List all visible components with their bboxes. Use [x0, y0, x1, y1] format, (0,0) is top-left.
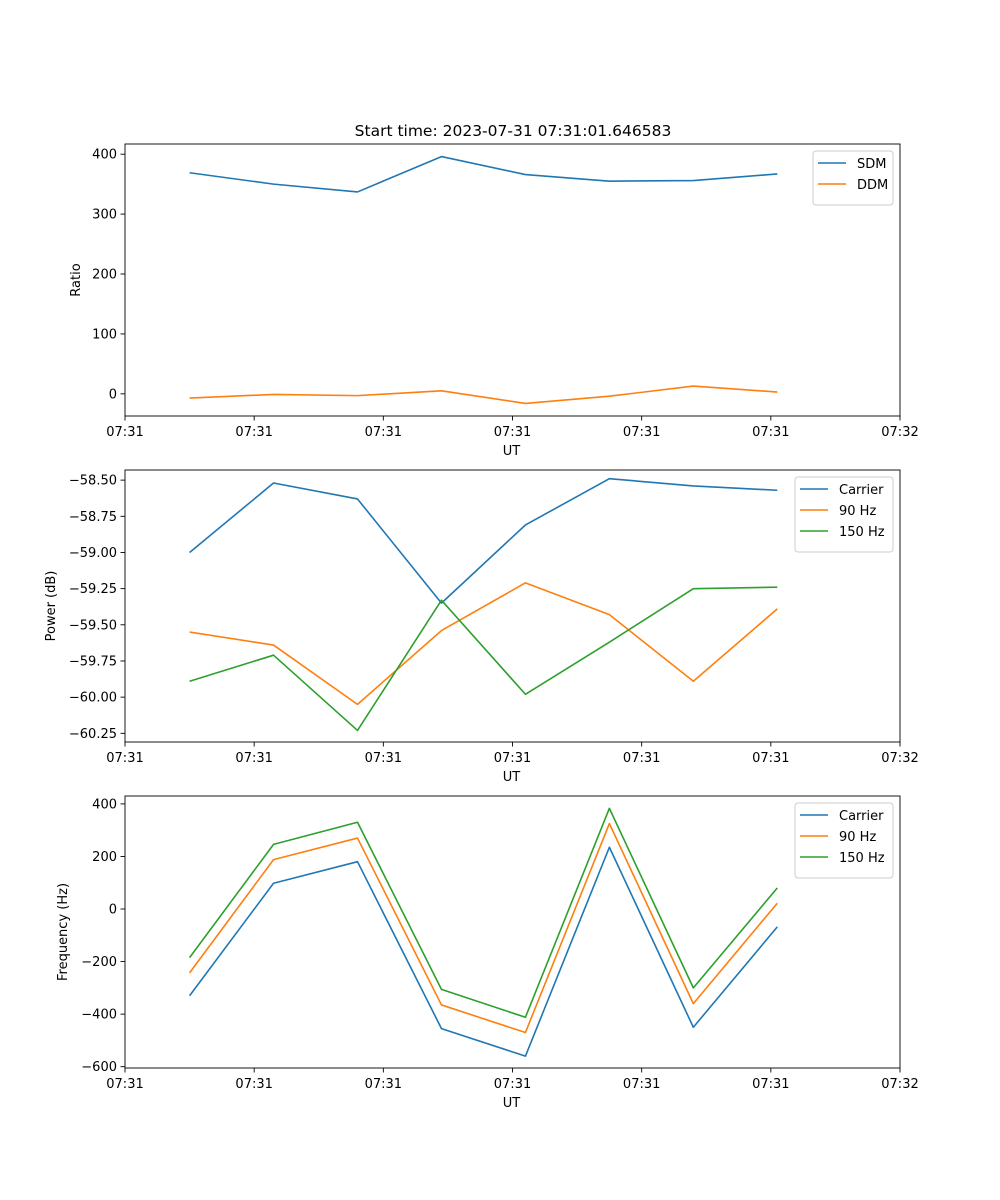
- power-x-tick-label: 07:31: [235, 751, 272, 766]
- ratio-x-tick-label: 07:31: [752, 425, 789, 440]
- chart-title: Start time: 2023-07-31 07:31:01.646583: [355, 122, 672, 140]
- ratio-legend: SDM DDM: [812, 150, 894, 206]
- power-y-axis-label: Power (dB): [44, 571, 59, 642]
- frequency-panel: 07:31 07:31 07:31 07:31 07:31 07:31 07:32 400 20…: [56, 795, 919, 1111]
- frequency-x-tick-label: 07:32: [881, 1077, 918, 1092]
- ratio-x-tick-label: 07:31: [365, 425, 402, 440]
- power-y-tick-label: −60.25: [69, 727, 117, 742]
- frequency-x-tick-label: 07:31: [365, 1077, 402, 1092]
- ratio-series-ddm-line: [189, 385, 778, 405]
- power-y-tick-label: −59.50: [69, 618, 117, 633]
- frequency-x-tick-label: 07:31: [752, 1077, 789, 1092]
- power-y-tick-label: −58.50: [69, 474, 117, 489]
- frequency-legend: Carrier 90 Hz 150 Hz: [794, 802, 894, 879]
- frequency-y-tick-label: −400: [81, 1008, 117, 1023]
- ratio-panel: 07:31 07:31 07:31 07:31 07:31 07:31 07:32 0 100 2…: [69, 143, 919, 459]
- ratio-y-axis-label: Ratio: [69, 263, 84, 296]
- ratio-series-sdm-line: [189, 155, 778, 193]
- power-series-150-hz-line: [189, 586, 778, 732]
- ratio-y-tick-label: 200: [92, 268, 117, 283]
- ratio-legend-box: [812, 150, 894, 206]
- frequency-y-axis-label: Frequency (Hz): [56, 883, 71, 981]
- frequency-legend-box: [794, 802, 894, 879]
- frequency-legend-label-150-hz: 150 Hz: [839, 851, 885, 866]
- ratio-y-tick-label: 0: [109, 387, 117, 402]
- frequency-x-tick-label: 07:31: [235, 1077, 272, 1092]
- power-x-tick-label: 07:31: [106, 751, 143, 766]
- power-legend: Carrier 90 Hz 150 Hz: [794, 476, 894, 553]
- frequency-x-tick-label: 07:31: [494, 1077, 531, 1092]
- frequency-y-tick-label: 400: [92, 797, 117, 812]
- panels: 07:31 07:31 07:31 07:31 07:31 07:31 07:32 0 100 2…: [44, 143, 919, 1111]
- ratio-x-tick-label: 07:32: [881, 425, 918, 440]
- power-legend-label-150-hz: 150 Hz: [839, 525, 885, 540]
- ratio-legend-label-sdm: SDM: [857, 157, 886, 172]
- ratio-y-tick-label: 300: [92, 208, 117, 223]
- power-x-tick-label: 07:31: [365, 751, 402, 766]
- frequency-x-tick-label: 07:31: [106, 1077, 143, 1092]
- frequency-y-tick-label: −600: [81, 1060, 117, 1075]
- power-series-carrier-line: [189, 477, 778, 604]
- power-x-tick-label: 07:32: [881, 751, 918, 766]
- power-legend-box: [794, 476, 894, 553]
- frequency-y-tick-label: 0: [109, 903, 117, 918]
- power-x-axis-label: UT: [503, 770, 521, 785]
- ratio-legend-label-ddm: DDM: [857, 178, 888, 193]
- ratio-y-tick-label: 100: [92, 327, 117, 342]
- power-panel: 07:31 07:31 07:31 07:31 07:31 07:31 07:32 −58.5…: [44, 469, 919, 785]
- ratio-x-tick-label: 07:31: [623, 425, 660, 440]
- frequency-legend-label-90-hz: 90 Hz: [839, 830, 876, 845]
- power-y-tick-label: −59.25: [69, 582, 117, 597]
- frequency-x-tick-label: 07:31: [623, 1077, 660, 1092]
- frequency-x-axis-label: UT: [503, 1096, 521, 1111]
- frequency-legend-label-carrier: Carrier: [839, 809, 884, 824]
- power-legend-label-90-hz: 90 Hz: [839, 504, 876, 519]
- ratio-x-tick-label: 07:31: [235, 425, 272, 440]
- power-x-tick-label: 07:31: [752, 751, 789, 766]
- ratio-x-tick-label: 07:31: [106, 425, 143, 440]
- power-y-tick-label: −59.00: [69, 546, 117, 561]
- power-series-90-hz-line: [189, 582, 778, 706]
- ratio-x-axis-label: UT: [503, 444, 521, 459]
- frequency-series-carrier-line: [188, 846, 778, 1057]
- frequency-y-tick-label: 200: [92, 850, 117, 865]
- power-y-tick-label: −58.75: [69, 510, 117, 525]
- power-y-tick-label: −59.75: [69, 654, 117, 669]
- power-y-tick-label: −60.00: [69, 691, 117, 706]
- ratio-x-tick-label: 07:31: [494, 425, 531, 440]
- ratio-y-tick-label: 400: [92, 148, 117, 163]
- power-x-tick-label: 07:31: [494, 751, 531, 766]
- frequency-series-90-hz-line: [188, 822, 778, 1034]
- frequency-y-tick-label: −200: [81, 955, 117, 970]
- power-x-tick-label: 07:31: [623, 751, 660, 766]
- frequency-series-150-hz-line: [188, 807, 778, 1019]
- power-legend-label-carrier: Carrier: [839, 483, 884, 498]
